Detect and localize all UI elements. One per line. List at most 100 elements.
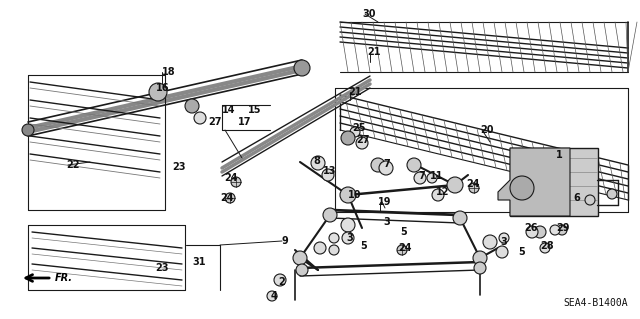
Circle shape [274, 274, 286, 286]
Text: 31: 31 [192, 257, 205, 267]
Text: 20: 20 [480, 125, 493, 135]
Circle shape [559, 227, 564, 233]
Circle shape [585, 195, 595, 205]
Circle shape [483, 235, 497, 249]
Circle shape [323, 208, 337, 222]
Circle shape [496, 246, 508, 258]
Circle shape [553, 228, 557, 232]
Circle shape [371, 158, 385, 172]
Text: 24: 24 [224, 173, 237, 183]
Text: 1: 1 [556, 150, 563, 160]
Text: 2: 2 [278, 277, 285, 287]
Circle shape [22, 124, 34, 136]
Text: 6: 6 [573, 193, 580, 203]
Text: 3: 3 [383, 217, 390, 227]
Circle shape [296, 264, 308, 276]
Circle shape [341, 218, 355, 232]
Circle shape [294, 60, 310, 76]
Circle shape [510, 176, 534, 200]
Text: 3: 3 [500, 237, 507, 247]
Circle shape [356, 137, 368, 149]
Text: 10: 10 [348, 190, 362, 200]
Text: 4: 4 [271, 291, 278, 301]
Circle shape [332, 236, 336, 240]
Text: 27: 27 [208, 117, 221, 127]
Text: 21: 21 [367, 47, 381, 57]
Text: 8: 8 [313, 156, 320, 166]
Text: 13: 13 [323, 166, 337, 176]
Circle shape [453, 211, 467, 225]
Text: 18: 18 [162, 67, 175, 77]
Text: 23: 23 [172, 162, 186, 172]
Circle shape [474, 262, 486, 274]
Text: 28: 28 [540, 241, 554, 251]
Text: 5: 5 [360, 241, 367, 251]
Circle shape [340, 187, 356, 203]
Text: 7: 7 [383, 159, 390, 169]
Circle shape [534, 226, 546, 238]
Circle shape [379, 161, 393, 175]
Circle shape [345, 222, 351, 228]
Text: 29: 29 [556, 223, 570, 233]
Text: 3: 3 [346, 233, 353, 243]
Circle shape [194, 112, 206, 124]
Text: 23: 23 [155, 263, 168, 273]
Circle shape [149, 83, 167, 101]
Text: SEA4-B1400A: SEA4-B1400A [563, 298, 628, 308]
Polygon shape [498, 148, 570, 216]
Text: 25: 25 [352, 123, 365, 133]
Text: 5: 5 [518, 247, 525, 257]
Text: 21: 21 [348, 87, 362, 97]
Circle shape [499, 233, 509, 243]
Circle shape [427, 173, 437, 183]
Circle shape [267, 291, 277, 301]
Circle shape [516, 182, 528, 194]
Text: 24: 24 [220, 193, 234, 203]
Circle shape [350, 127, 360, 137]
Circle shape [329, 245, 339, 255]
Text: 16: 16 [156, 83, 170, 93]
Circle shape [314, 242, 326, 254]
Circle shape [329, 233, 339, 243]
Circle shape [607, 189, 617, 199]
Text: 7: 7 [418, 171, 425, 181]
Circle shape [540, 243, 550, 253]
Circle shape [537, 229, 543, 235]
Circle shape [469, 183, 479, 193]
Text: 12: 12 [436, 187, 449, 197]
Circle shape [311, 156, 325, 170]
Circle shape [473, 251, 487, 265]
Text: 22: 22 [66, 160, 79, 170]
Text: FR.: FR. [55, 273, 73, 283]
Circle shape [550, 225, 560, 235]
Circle shape [231, 177, 241, 187]
Circle shape [557, 225, 567, 235]
Circle shape [432, 189, 444, 201]
Circle shape [447, 177, 463, 193]
Text: 9: 9 [282, 236, 289, 246]
Text: 5: 5 [400, 227, 407, 237]
Circle shape [185, 99, 199, 113]
Circle shape [502, 236, 506, 240]
Circle shape [414, 172, 426, 184]
Text: 26: 26 [524, 223, 538, 233]
Circle shape [225, 193, 235, 203]
Circle shape [341, 131, 355, 145]
Text: 17: 17 [238, 117, 252, 127]
Text: 19: 19 [378, 197, 392, 207]
Circle shape [293, 251, 307, 265]
Circle shape [342, 232, 354, 244]
Bar [510, 148, 598, 216]
Circle shape [346, 236, 351, 241]
Circle shape [322, 169, 334, 181]
Text: 24: 24 [466, 179, 479, 189]
Text: 11: 11 [430, 171, 444, 181]
Circle shape [407, 158, 421, 172]
Text: 24: 24 [398, 243, 412, 253]
Text: 15: 15 [248, 105, 262, 115]
Text: 30: 30 [362, 9, 376, 19]
Text: 27: 27 [356, 135, 369, 145]
Circle shape [526, 226, 538, 238]
Circle shape [397, 245, 407, 255]
Text: 14: 14 [222, 105, 236, 115]
